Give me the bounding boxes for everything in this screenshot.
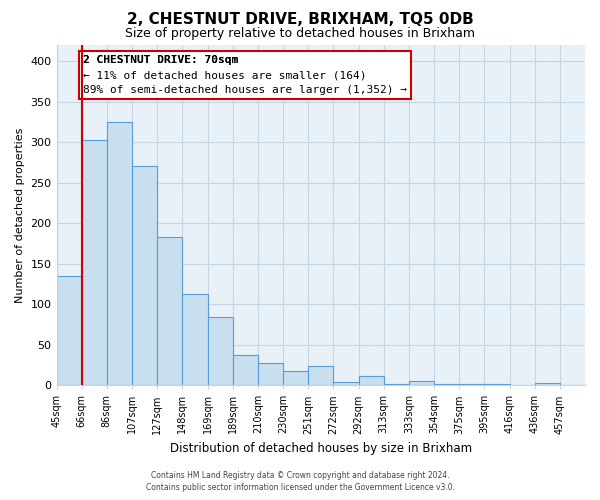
Text: 2, CHESTNUT DRIVE, BRIXHAM, TQ5 0DB: 2, CHESTNUT DRIVE, BRIXHAM, TQ5 0DB <box>127 12 473 28</box>
Bar <box>132 166 157 385</box>
Bar <box>56 276 82 385</box>
Y-axis label: Number of detached properties: Number of detached properties <box>15 128 25 303</box>
X-axis label: Distribution of detached houses by size in Brixham: Distribution of detached houses by size … <box>170 442 472 455</box>
Bar <box>182 294 208 385</box>
Bar <box>82 140 107 385</box>
Bar <box>459 384 484 385</box>
Bar <box>258 364 283 385</box>
Bar <box>383 384 409 385</box>
Bar <box>535 382 560 385</box>
Text: 2 CHESTNUT DRIVE: 70sqm: 2 CHESTNUT DRIVE: 70sqm <box>83 55 238 65</box>
Bar <box>434 384 459 385</box>
Bar <box>484 384 509 385</box>
Bar <box>157 237 182 385</box>
Text: Size of property relative to detached houses in Brixham: Size of property relative to detached ho… <box>125 28 475 40</box>
Bar <box>283 372 308 385</box>
Bar <box>107 122 132 385</box>
Bar <box>334 382 359 385</box>
Bar <box>233 355 258 385</box>
Text: Contains HM Land Registry data © Crown copyright and database right 2024.
Contai: Contains HM Land Registry data © Crown c… <box>146 471 455 492</box>
Bar <box>359 376 383 385</box>
Bar <box>308 366 334 385</box>
Bar <box>409 381 434 385</box>
Bar <box>208 317 233 385</box>
Text: 2 CHESTNUT DRIVE: 70sqm
← 11% of detached houses are smaller (164)
89% of semi-d: 2 CHESTNUT DRIVE: 70sqm ← 11% of detache… <box>83 55 407 95</box>
